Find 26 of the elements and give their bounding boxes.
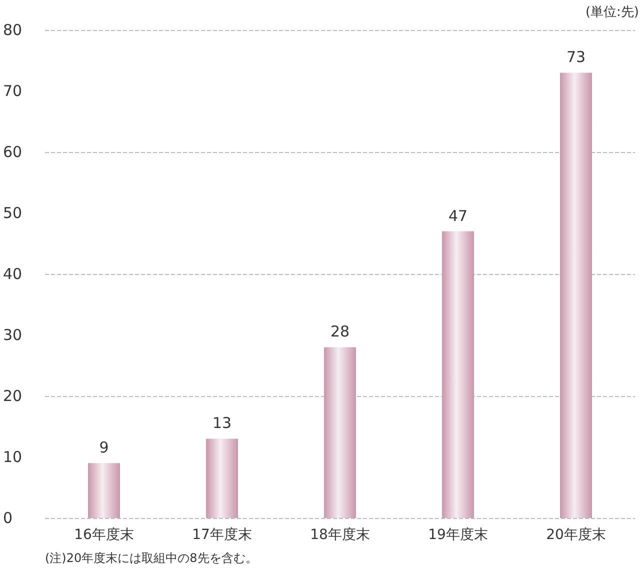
bar [560,72,592,518]
y-tick-label: 80 [3,21,22,39]
y-tick-label: 20 [3,387,22,405]
bar [324,347,356,518]
x-tick-label: 18年度末 [310,527,370,543]
y-tick-label: 10 [3,448,22,466]
y-tick-label: 60 [3,143,22,161]
bar [442,231,474,518]
y-tick-label: 50 [3,204,22,222]
x-tick-label: 20年度末 [546,527,606,543]
data-label: 9 [99,438,109,457]
x-tick-label: 17年度末 [192,527,252,543]
x-tick-label: 16年度末 [74,527,134,543]
x-tick-label: 19年度末 [428,527,488,543]
data-label: 47 [448,206,468,225]
y-tick-label: 0 [3,509,13,527]
bar [88,463,120,518]
y-tick-label: 70 [3,82,22,100]
data-label: 73 [566,48,586,66]
y-tick-label: 30 [3,326,22,344]
data-label: 13 [212,414,232,432]
text: (注)20年度末には取組中の8先を含む。 [45,551,258,565]
bar [206,438,238,518]
text: (単位:先) [585,5,640,20]
y-tick-label: 40 [3,265,22,283]
data-label: 28 [330,322,350,341]
